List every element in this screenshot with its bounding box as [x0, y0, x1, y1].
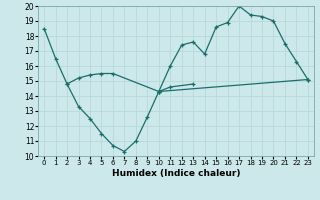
X-axis label: Humidex (Indice chaleur): Humidex (Indice chaleur)	[112, 169, 240, 178]
